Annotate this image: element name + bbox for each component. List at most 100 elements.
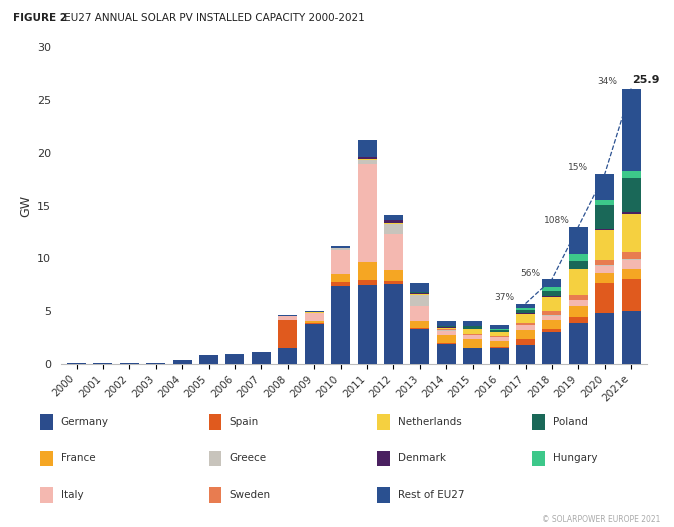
Bar <box>384 220 403 223</box>
Bar <box>410 321 429 328</box>
Bar <box>410 295 429 306</box>
Bar <box>569 300 588 306</box>
Text: Rest of EU27: Rest of EU27 <box>398 491 464 500</box>
Bar <box>489 336 509 337</box>
Bar <box>357 160 377 164</box>
Bar <box>357 140 377 158</box>
Bar <box>595 283 614 313</box>
Bar <box>384 284 403 364</box>
Bar <box>595 230 614 260</box>
Bar <box>463 334 482 335</box>
Bar <box>621 259 641 260</box>
Bar <box>489 330 509 332</box>
Bar <box>384 214 403 220</box>
Bar <box>621 212 641 214</box>
Text: Netherlands: Netherlands <box>398 417 462 426</box>
Bar <box>543 291 561 296</box>
Bar <box>437 331 456 335</box>
Bar <box>621 89 641 171</box>
Bar <box>489 337 509 341</box>
Bar <box>621 311 641 364</box>
Text: Italy: Italy <box>61 491 84 500</box>
Bar <box>621 260 641 269</box>
Bar <box>410 283 429 292</box>
Bar <box>543 329 561 333</box>
Bar <box>621 214 641 252</box>
Bar <box>437 326 456 327</box>
Bar <box>621 178 641 212</box>
Bar <box>569 255 588 261</box>
Text: EU27 ANNUAL SOLAR PV INSTALLED CAPACITY 2000-2021: EU27 ANNUAL SOLAR PV INSTALLED CAPACITY … <box>61 13 365 23</box>
Text: 25.9: 25.9 <box>632 75 660 85</box>
Bar <box>305 313 324 320</box>
Bar <box>595 229 614 230</box>
Bar <box>410 328 429 329</box>
Text: Greece: Greece <box>229 454 266 463</box>
Bar <box>595 265 614 266</box>
Bar <box>384 234 403 270</box>
Bar <box>516 345 535 364</box>
Bar <box>384 270 403 281</box>
Bar <box>357 164 377 262</box>
Bar <box>516 310 535 313</box>
Y-axis label: GW: GW <box>20 194 32 217</box>
Bar <box>357 285 377 364</box>
Bar <box>199 355 218 364</box>
Bar <box>331 274 350 282</box>
Bar <box>67 363 86 364</box>
Bar <box>543 320 561 329</box>
Text: Hungary: Hungary <box>553 454 597 463</box>
Bar <box>437 344 456 364</box>
Bar <box>516 323 535 325</box>
Bar <box>305 323 324 324</box>
Text: 56%: 56% <box>520 269 541 278</box>
Bar <box>569 227 588 255</box>
Bar <box>305 311 324 313</box>
Bar <box>463 335 482 338</box>
Bar <box>331 286 350 364</box>
Bar <box>437 321 456 326</box>
Bar <box>331 246 350 248</box>
Bar <box>595 206 614 229</box>
Bar <box>410 306 429 321</box>
Bar <box>410 294 429 295</box>
Text: 37%: 37% <box>494 293 514 302</box>
Bar <box>331 282 350 286</box>
Bar <box>226 355 245 364</box>
Bar <box>621 252 641 259</box>
Bar <box>437 329 456 330</box>
Bar <box>463 326 482 329</box>
Bar <box>621 171 641 178</box>
Text: Denmark: Denmark <box>398 454 446 463</box>
Bar <box>516 304 535 308</box>
Bar <box>595 260 614 265</box>
Bar <box>543 279 561 287</box>
Text: France: France <box>61 454 95 463</box>
Bar <box>569 296 588 300</box>
Bar <box>357 158 377 159</box>
Bar <box>278 348 297 364</box>
Bar <box>595 200 614 206</box>
Bar <box>226 354 245 355</box>
Bar <box>489 348 509 364</box>
Text: Sweden: Sweden <box>229 491 270 500</box>
Bar <box>331 250 350 274</box>
Bar <box>516 330 535 339</box>
Bar <box>305 320 324 323</box>
Bar <box>489 329 509 330</box>
Bar <box>410 292 429 294</box>
Bar <box>463 329 482 334</box>
Bar <box>621 279 641 311</box>
Bar <box>543 297 561 310</box>
Bar <box>516 308 535 310</box>
Bar <box>278 316 297 320</box>
Text: FIGURE 2: FIGURE 2 <box>13 13 67 23</box>
Bar <box>173 360 191 364</box>
Text: Poland: Poland <box>553 417 588 426</box>
Text: 15%: 15% <box>568 163 588 172</box>
Bar <box>569 323 588 364</box>
Bar <box>489 333 509 336</box>
Bar <box>463 348 482 364</box>
Bar <box>543 287 561 291</box>
Bar <box>331 248 350 250</box>
